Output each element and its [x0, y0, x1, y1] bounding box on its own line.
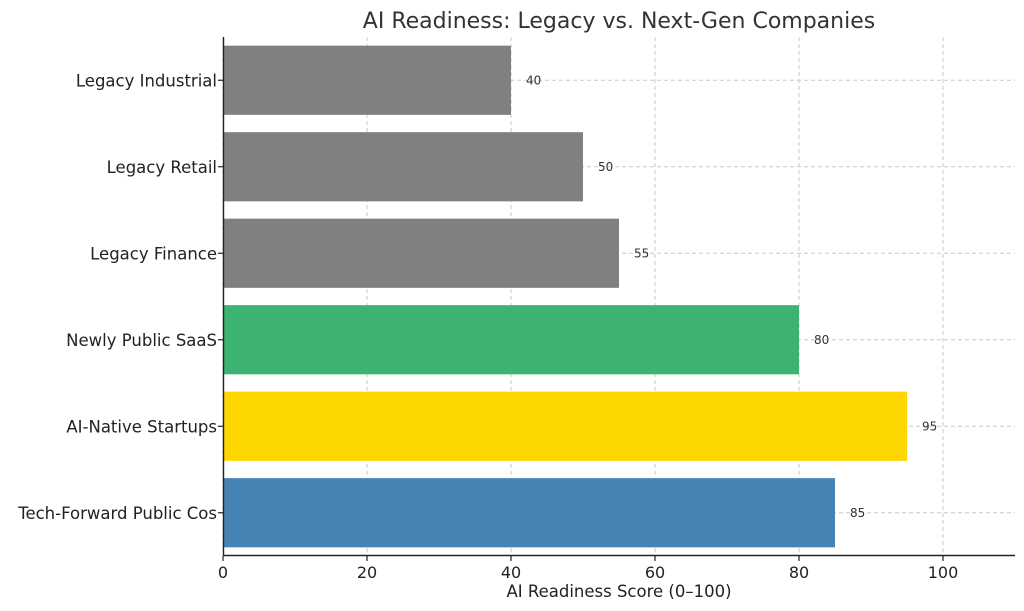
category-label: Legacy Industrial: [76, 71, 217, 90]
category-label: Tech-Forward Public Cos: [17, 504, 217, 523]
bar-value-label: 80: [814, 333, 829, 347]
bar: [223, 45, 511, 115]
bars-group: [223, 45, 907, 548]
category-labels-group: Legacy Industrial Legacy Retail Legacy Fin…: [17, 71, 223, 523]
category-label: Legacy Retail: [107, 158, 217, 177]
bar: [223, 132, 583, 202]
chart-title: AI Readiness: Legacy vs. Next-Gen Compan…: [363, 9, 875, 34]
x-tick-label: 20: [357, 563, 377, 582]
x-tick-label: 40: [501, 563, 521, 582]
bar-value-label: 55: [634, 246, 649, 260]
bar-value-label: 50: [598, 160, 613, 174]
bar-value-label: 95: [922, 419, 937, 433]
value-labels-group: 40 50 55 80 95 85: [526, 73, 937, 520]
category-label: AI-Native Startups: [66, 417, 217, 436]
x-tick-label: 60: [645, 563, 665, 582]
x-tick-label: 0: [218, 563, 228, 582]
bar: [223, 478, 835, 548]
bar-value-label: 85: [850, 506, 865, 520]
category-label: Newly Public SaaS: [66, 331, 217, 350]
x-tick-label: 80: [789, 563, 809, 582]
bar-value-label: 40: [526, 73, 541, 87]
x-ticks-group: 0 20 40 60 80 100: [218, 556, 958, 582]
bar: [223, 305, 799, 375]
category-label: Legacy Finance: [90, 244, 217, 263]
x-axis-label: AI Readiness Score (0–100): [506, 582, 731, 601]
bar: [223, 391, 907, 461]
bar: [223, 218, 619, 288]
x-tick-label: 100: [928, 563, 959, 582]
